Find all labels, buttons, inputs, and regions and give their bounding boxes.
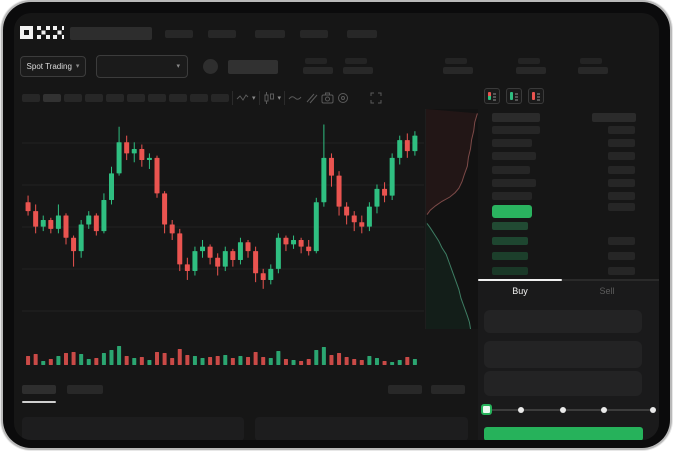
- interval-placeholder[interactable]: [85, 94, 103, 102]
- buy-tab-indicator: [478, 279, 562, 281]
- ask-row-amount-placeholder: [608, 126, 635, 134]
- depth-chart: [425, 109, 478, 329]
- bottom-tab-placeholder[interactable]: [67, 385, 103, 394]
- ask-row-amount-placeholder: [608, 165, 635, 174]
- ask-row-price-placeholder[interactable]: [492, 192, 532, 200]
- nav-item-placeholder[interactable]: [165, 30, 193, 38]
- caret-down-icon[interactable]: ▾: [277, 94, 282, 102]
- pair-icon-placeholder: [203, 59, 218, 74]
- caret-down-icon: ▾: [75, 63, 80, 70]
- ask-row-amount-placeholder: [608, 139, 635, 148]
- stat-placeholder: [343, 58, 373, 74]
- bid-row-amount-placeholder: [608, 252, 635, 260]
- nav-item-placeholder[interactable]: [255, 30, 285, 38]
- app-screen: Spot Trading ▾ ▾ ▾: [14, 13, 659, 440]
- interval-placeholder[interactable]: [169, 94, 187, 102]
- slider-step-dot[interactable]: [650, 407, 656, 413]
- bottom-panel-placeholder: [22, 417, 244, 440]
- interval-placeholder[interactable]: [43, 94, 61, 102]
- price-placeholder: [228, 60, 278, 74]
- okx-logo[interactable]: [20, 25, 64, 46]
- toolbar-divider: [258, 91, 260, 105]
- bottom-action-placeholder[interactable]: [388, 385, 422, 394]
- slider-handle[interactable]: [481, 404, 492, 415]
- nav-item-placeholder[interactable]: [347, 30, 377, 38]
- amount-slider-track[interactable]: [486, 409, 655, 411]
- book-combined-icon[interactable]: [484, 88, 500, 104]
- nav-item-placeholder[interactable]: [208, 30, 236, 38]
- bid-row-price-placeholder[interactable]: [492, 237, 528, 245]
- interval-placeholder[interactable]: [22, 94, 40, 102]
- interval-placeholder[interactable]: [211, 94, 229, 102]
- candlestick-chart[interactable]: [22, 109, 424, 331]
- bid-row-price-placeholder[interactable]: [492, 222, 528, 230]
- slider-step-dot[interactable]: [518, 407, 524, 413]
- ask-row-amount-placeholder: [608, 192, 635, 200]
- camera-icon[interactable]: [321, 92, 334, 104]
- nav-search-placeholder[interactable]: [70, 27, 152, 40]
- bid-row-amount-placeholder: [608, 237, 635, 245]
- caret-down-icon[interactable]: ▾: [252, 94, 256, 102]
- active-tab-underline: [22, 401, 56, 403]
- device-frame: Spot Trading ▾ ▾ ▾: [3, 2, 670, 448]
- bid-row-price-placeholder[interactable]: [492, 252, 528, 260]
- ob-header-amount-placeholder: [592, 113, 636, 122]
- slider-step-dot[interactable]: [560, 407, 566, 413]
- ask-row-price-placeholder[interactable]: [492, 165, 530, 174]
- amount-input-placeholder[interactable]: [484, 341, 642, 368]
- buy-tab[interactable]: Buy: [512, 286, 528, 296]
- bid-row-amount-placeholder: [608, 267, 635, 275]
- draw-icon[interactable]: [305, 92, 318, 104]
- interval-placeholder[interactable]: [127, 94, 145, 102]
- sell-tab[interactable]: Sell: [599, 286, 615, 296]
- bottom-action-placeholder[interactable]: [431, 385, 465, 394]
- book-asks-icon[interactable]: [528, 88, 544, 104]
- last-price-badge[interactable]: [492, 205, 532, 218]
- ask-row-amount-placeholder: [608, 152, 635, 161]
- toolbar-divider: [284, 91, 286, 105]
- line-chart-icon[interactable]: [288, 92, 302, 104]
- chart-toolbar: ▾ ▾: [22, 91, 382, 105]
- ask-row-price-placeholder[interactable]: [492, 178, 536, 187]
- interval-placeholder[interactable]: [190, 94, 208, 102]
- nav-item-placeholder[interactable]: [300, 30, 328, 38]
- interval-placeholder[interactable]: [106, 94, 124, 102]
- buy-button[interactable]: [484, 427, 643, 440]
- candle-style-icon[interactable]: [236, 92, 249, 104]
- target-icon[interactable]: [337, 92, 349, 104]
- interval-placeholder[interactable]: [148, 94, 166, 102]
- ask-row-amount-placeholder: [608, 178, 635, 187]
- price-input-placeholder[interactable]: [484, 310, 642, 333]
- ask-row-price-placeholder[interactable]: [492, 152, 536, 161]
- orderbook-layout-toggles: [484, 88, 544, 104]
- stat-placeholder: [578, 58, 608, 74]
- ask-row-price-placeholder[interactable]: [492, 126, 540, 134]
- total-input-placeholder[interactable]: [484, 371, 642, 396]
- caret-down-icon: ▾: [176, 63, 180, 70]
- fullscreen-icon[interactable]: [370, 92, 382, 104]
- bottom-tab-placeholder[interactable]: [22, 385, 56, 394]
- last-amount-placeholder: [608, 203, 635, 211]
- bid-row-price-placeholder[interactable]: [492, 267, 528, 275]
- book-bids-icon[interactable]: [506, 88, 522, 104]
- toolbar-divider: [232, 91, 233, 105]
- candle-icon[interactable]: [263, 92, 275, 104]
- market-type-selector[interactable]: Spot Trading ▾: [20, 56, 86, 77]
- slider-step-dot[interactable]: [601, 407, 607, 413]
- interval-placeholder[interactable]: [64, 94, 82, 102]
- stat-placeholder: [443, 58, 473, 74]
- ask-row-price-placeholder[interactable]: [492, 139, 532, 148]
- volume-chart: [26, 346, 417, 365]
- pair-selector[interactable]: ▾: [96, 55, 188, 78]
- market-type-label: Spot Trading: [26, 62, 72, 71]
- bottom-panel-placeholder: [255, 417, 468, 440]
- stat-placeholder: [303, 58, 333, 74]
- ob-header-price-placeholder: [492, 113, 540, 122]
- tabs-track: [478, 279, 659, 281]
- stat-placeholder: [516, 58, 546, 74]
